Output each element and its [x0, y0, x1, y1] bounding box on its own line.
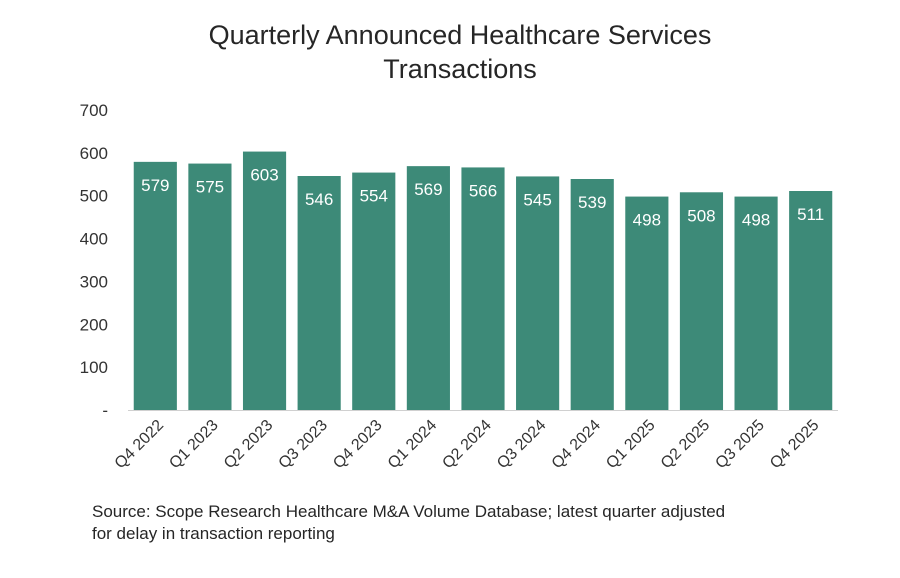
bar — [625, 196, 669, 410]
x-tick-label: Q4 2024 — [549, 417, 604, 472]
bar-value-label: 545 — [523, 190, 551, 209]
bar-value-label: 579 — [141, 176, 169, 195]
y-tick-label: - — [102, 401, 108, 420]
x-tick-label: Q3 2024 — [494, 417, 549, 472]
bar — [570, 179, 614, 410]
bar — [133, 161, 177, 410]
source-line-2: for delay in transaction reporting — [92, 524, 335, 543]
y-tick-label: 500 — [80, 187, 108, 206]
x-tick-label: Q1 2023 — [166, 417, 221, 472]
bar — [679, 192, 724, 410]
bar-value-label: 569 — [414, 180, 442, 199]
chart-title-line-2: Transactions — [383, 54, 537, 84]
x-tick-label: Q2 2025 — [658, 417, 713, 472]
bar-value-label: 508 — [687, 206, 715, 225]
x-tick-label: Q4 2022 — [112, 417, 167, 472]
x-tick-label: Q3 2023 — [276, 417, 331, 472]
bar — [461, 167, 505, 410]
x-tick-label: Q1 2024 — [385, 417, 440, 472]
x-tick-label: Q1 2025 — [603, 417, 658, 472]
bar — [242, 151, 287, 411]
bar — [406, 166, 450, 410]
y-tick-label: 100 — [80, 358, 108, 377]
chart-title-line-1: Quarterly Announced Healthcare Services — [208, 20, 712, 50]
bar-value-label: 603 — [250, 166, 278, 185]
bar — [789, 191, 833, 410]
x-tick-label: Q4 2025 — [767, 417, 822, 472]
bar-value-label: 498 — [633, 211, 661, 230]
x-tick-label: Q2 2023 — [221, 417, 276, 472]
x-tick-label: Q2 2024 — [439, 417, 494, 472]
bar-chart: - 100 200 300 400 500 600 700 579 Q4 2022 575 Q1 20… — [80, 101, 838, 472]
source-line-1: Source: Scope Research Healthcare M&A Vo… — [92, 502, 726, 521]
bar-value-label: 566 — [469, 181, 497, 200]
x-tick-label: Q4 2023 — [330, 417, 385, 472]
bar — [188, 163, 232, 410]
bar — [516, 176, 560, 410]
source-note: Source: Scope Research Healthcare M&A Vo… — [92, 501, 832, 545]
bar-value-label: 539 — [578, 193, 606, 212]
bar-value-label: 498 — [742, 211, 770, 230]
bar-value-label: 511 — [797, 205, 824, 224]
bar-value-label: 554 — [360, 187, 388, 206]
bar-value-label: 546 — [305, 190, 333, 209]
bar-value-label: 575 — [196, 178, 224, 197]
y-tick-label: 600 — [80, 144, 108, 163]
bar — [297, 176, 341, 410]
chart-title: Quarterly Announced Healthcare Services … — [0, 18, 900, 86]
x-tick-label: Q3 2025 — [712, 417, 767, 472]
y-tick-label: 200 — [80, 315, 108, 334]
bar — [734, 196, 778, 410]
bar — [352, 172, 396, 410]
y-tick-label: 700 — [80, 101, 108, 120]
y-tick-label: 400 — [80, 230, 108, 249]
y-tick-label: 300 — [80, 272, 108, 291]
